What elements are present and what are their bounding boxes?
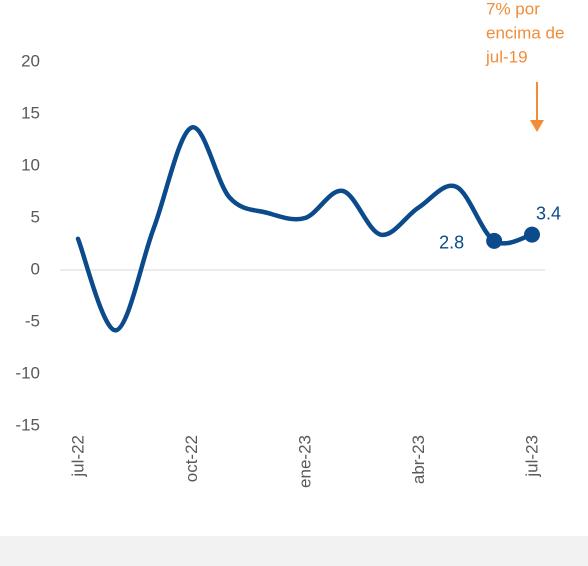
annotation-arrowhead xyxy=(530,120,544,132)
y-tick-label: 20 xyxy=(21,51,40,70)
footer-band xyxy=(0,536,588,566)
y-tick-label: 5 xyxy=(31,207,40,226)
series-line xyxy=(75,125,535,333)
annotation-text: encima de xyxy=(486,23,564,42)
y-tick-label: 15 xyxy=(21,103,40,122)
x-tick-label: ene-23 xyxy=(295,435,314,488)
y-tick-label: -5 xyxy=(25,311,40,330)
x-tick-label: jul-23 xyxy=(522,435,541,478)
data-label: 3.4 xyxy=(536,203,561,223)
point-marker xyxy=(486,232,503,249)
y-tick-label: -15 xyxy=(15,415,40,434)
data-label: 2.8 xyxy=(439,233,464,253)
annotation-text: 7% por xyxy=(486,0,540,18)
point-marker xyxy=(524,226,540,243)
x-tick-label: oct-22 xyxy=(182,435,201,482)
x-tick-label: jul-22 xyxy=(68,435,87,478)
y-tick-label: 10 xyxy=(21,155,40,174)
y-tick-label: -10 xyxy=(15,363,40,382)
y-tick-label: 0 xyxy=(31,259,40,278)
x-tick-label: abr-23 xyxy=(409,435,428,484)
annotation-text: jul-19 xyxy=(485,47,528,66)
